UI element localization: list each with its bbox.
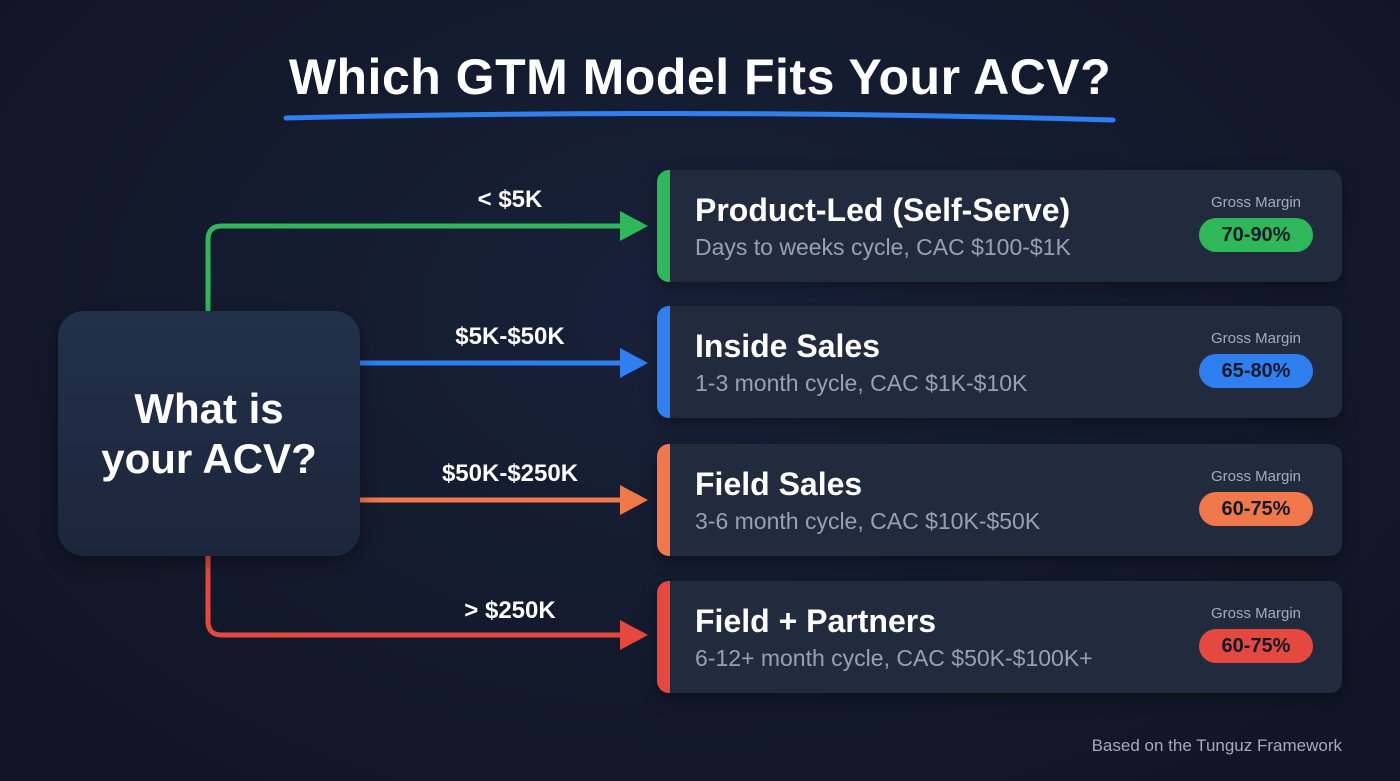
gross-margin-badge: 70-90% bbox=[1199, 218, 1313, 252]
range-label: < $5K bbox=[477, 186, 543, 213]
gross-margin-badge: 60-75% bbox=[1199, 492, 1313, 526]
card-title: Inside Sales bbox=[695, 328, 880, 364]
accent-bar bbox=[657, 581, 670, 693]
arrowhead-green bbox=[620, 211, 648, 241]
question-line2: your ACV? bbox=[101, 434, 317, 482]
card-title: Field Sales bbox=[695, 466, 863, 502]
gross-margin-label: Gross Margin bbox=[1210, 194, 1302, 211]
card-detail: 3-6 month cycle, CAC $10K-$50K bbox=[695, 508, 1041, 534]
gross-margin-badge: 65-80% bbox=[1199, 354, 1313, 388]
gtm-card-field-sales: Field Sales 3-6 month cycle, CAC $10K-$5… bbox=[657, 444, 1342, 556]
arrow-red bbox=[205, 556, 622, 638]
range-label: $50K-$250K bbox=[441, 460, 579, 487]
accent-bar bbox=[657, 444, 670, 556]
acv-question-box: What is your ACV? bbox=[58, 311, 360, 556]
arrowhead-blue bbox=[620, 348, 648, 378]
card-title: Field + Partners bbox=[695, 603, 936, 639]
gross-margin-label: Gross Margin bbox=[1210, 468, 1302, 485]
arrowhead-red bbox=[620, 620, 648, 650]
arrow-green bbox=[205, 223, 622, 311]
card-detail: 6-12+ month cycle, CAC $50K-$100K+ bbox=[695, 645, 1093, 671]
gtm-card-product-led: Product-Led (Self-Serve) Days to weeks c… bbox=[657, 170, 1342, 282]
card-detail: Days to weeks cycle, CAC $100-$1K bbox=[695, 234, 1071, 260]
arrowhead-orange bbox=[620, 485, 648, 515]
range-label: $5K-$50K bbox=[455, 323, 565, 350]
accent-bar bbox=[657, 170, 670, 282]
gtm-card-field-partners: Field + Partners 6-12+ month cycle, CAC … bbox=[657, 581, 1342, 693]
card-title: Product-Led (Self-Serve) bbox=[695, 192, 1071, 228]
question-line1: What is bbox=[134, 384, 284, 432]
gtm-card-inside-sales: Inside Sales 1-3 month cycle, CAC $1K-$1… bbox=[657, 306, 1342, 418]
page-title: Which GTM Model Fits Your ACV? bbox=[288, 49, 1112, 105]
card-detail: 1-3 month cycle, CAC $1K-$10K bbox=[695, 370, 1028, 396]
gross-margin-label: Gross Margin bbox=[1210, 605, 1302, 622]
accent-bar bbox=[657, 306, 670, 418]
title-underline bbox=[283, 110, 1116, 123]
gross-margin-badge: 60-75% bbox=[1199, 629, 1313, 663]
gross-margin-label: Gross Margin bbox=[1210, 330, 1302, 347]
source-footer: Based on the Tunguz Framework bbox=[1091, 736, 1342, 755]
range-label: > $250K bbox=[464, 597, 556, 624]
